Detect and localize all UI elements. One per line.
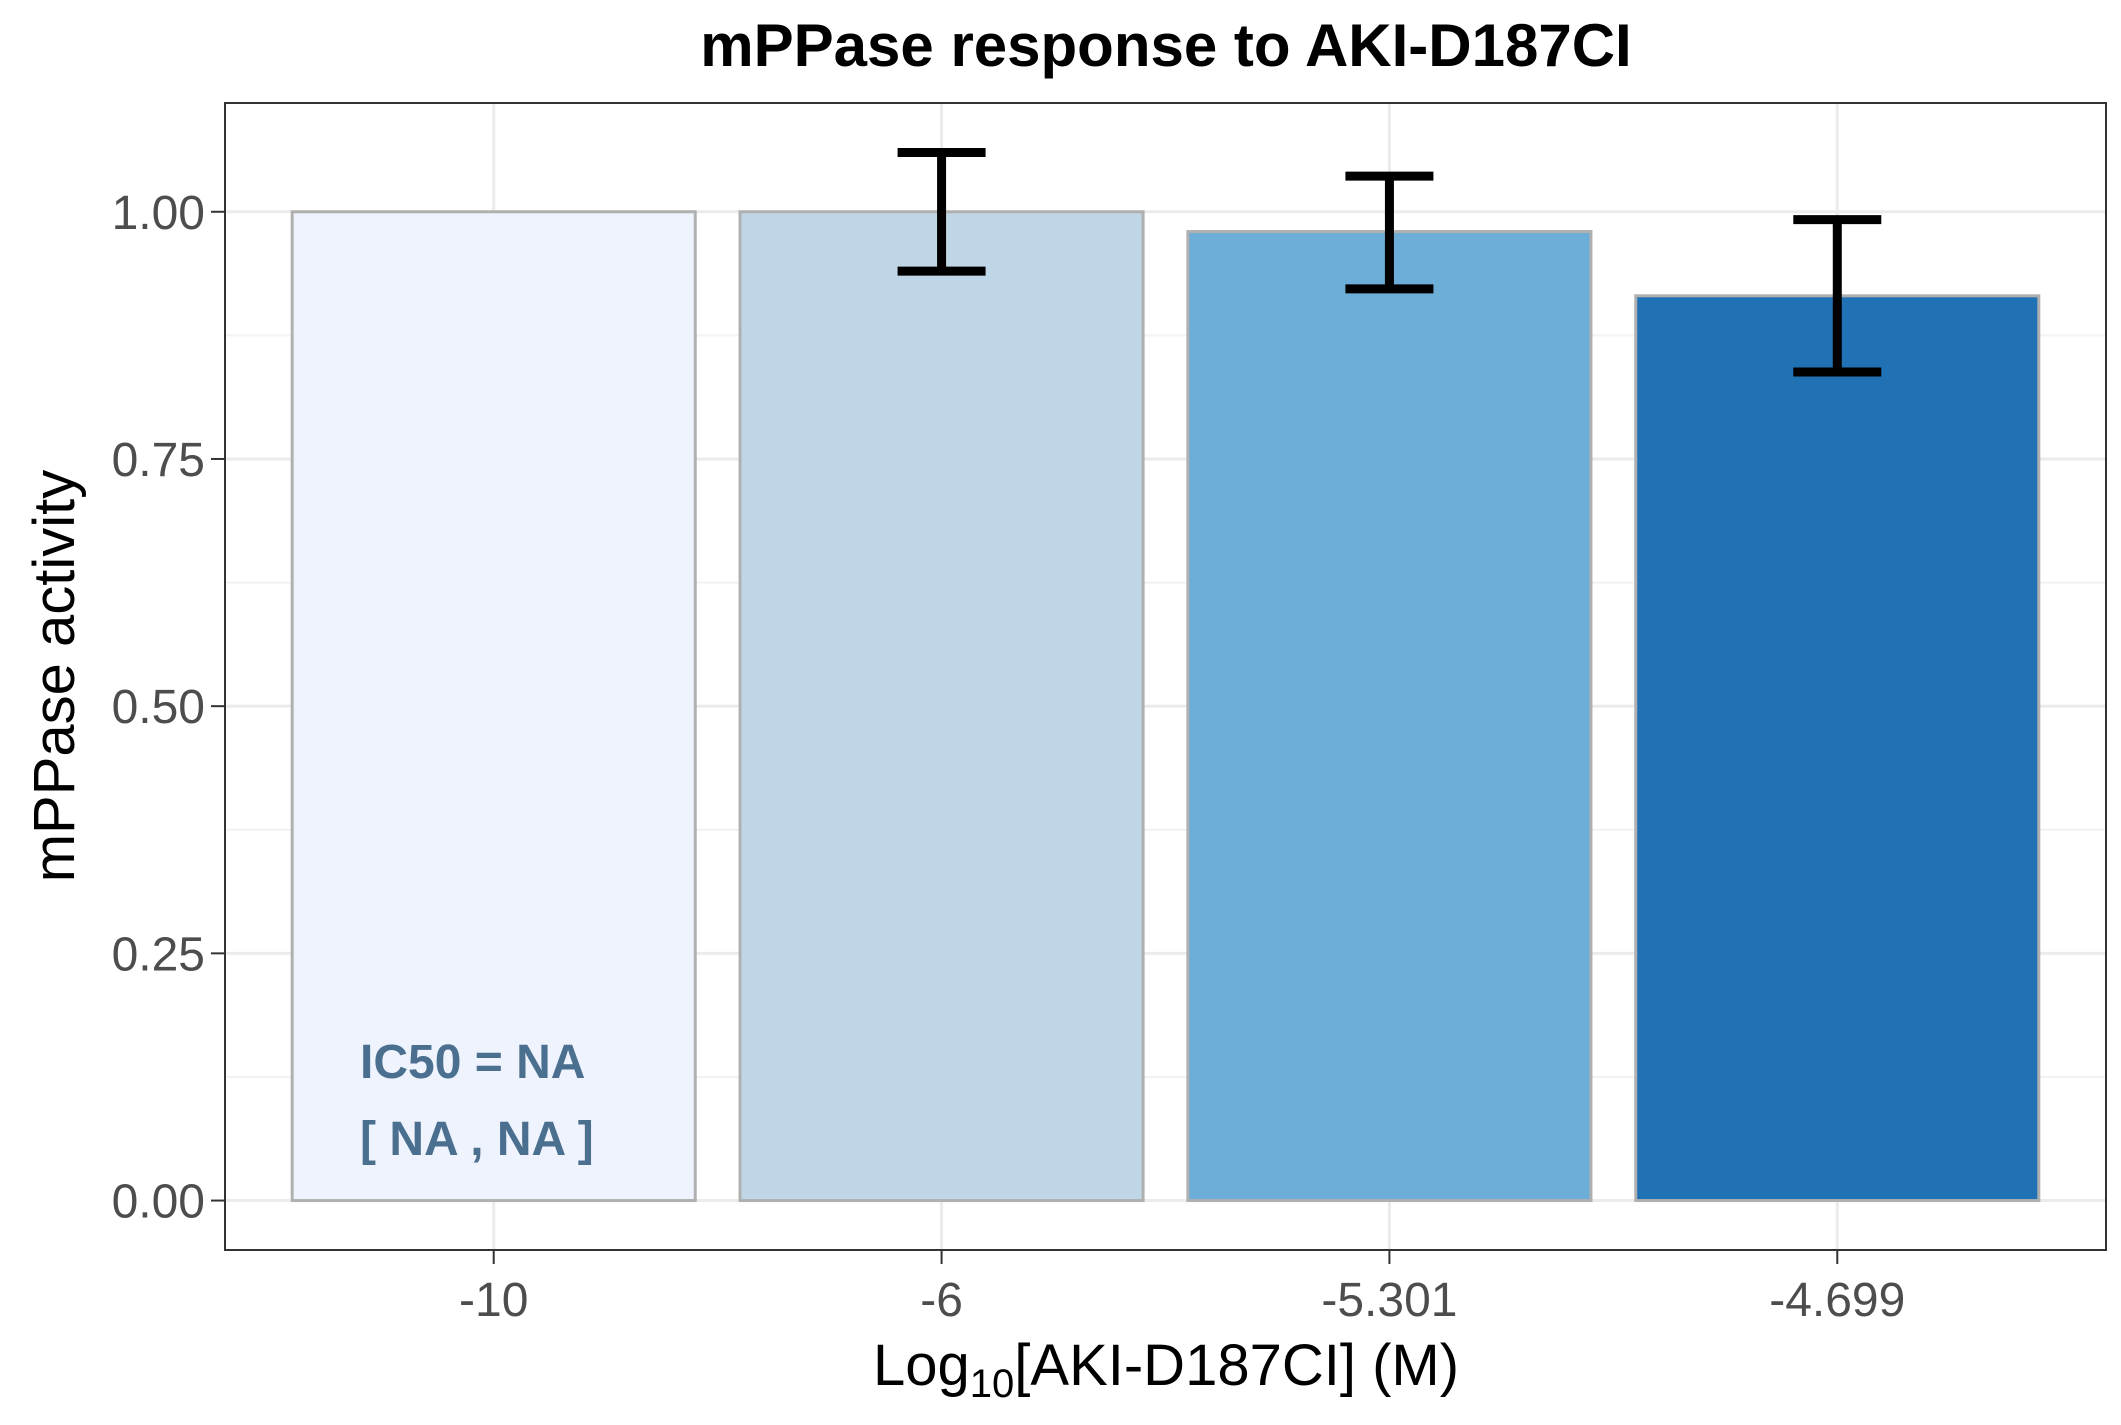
- bar: [738, 210, 1145, 1203]
- x-tick-label: -10: [459, 1274, 528, 1327]
- x-axis-title-suffix: [AKI-D187CI] (M): [1014, 1333, 1459, 1398]
- ic50-annotation: IC50 = NA: [360, 1036, 585, 1089]
- x-axis-title: Log10[AKI-D187CI] (M): [873, 1333, 1459, 1406]
- y-tick-label: 1.00: [112, 187, 205, 240]
- bar: [1186, 230, 1593, 1203]
- x-axis-title-subscript: 10: [970, 1362, 1015, 1406]
- x-tick-label: -4.699: [1769, 1274, 1905, 1327]
- error-bars: [897, 147, 1882, 377]
- x-axis-title-prefix: Log: [873, 1333, 970, 1398]
- x-axis: -10 -6 -5.301 -4.699: [459, 1250, 1905, 1327]
- bars: [290, 210, 2041, 1203]
- ic50-interval-annotation: [ NA , NA ]: [360, 1113, 594, 1166]
- y-tick-label: 0.00: [112, 1176, 205, 1229]
- x-tick-label: -5.301: [1321, 1274, 1457, 1327]
- chart-title: mPPase response to AKI-D187CI: [700, 12, 1631, 79]
- bar: [290, 210, 697, 1203]
- error-bar: [1793, 215, 1882, 377]
- y-axis: 0.00 0.25 0.50 0.75 1.00: [112, 187, 225, 1229]
- error-bar: [897, 147, 986, 276]
- y-axis-title: mPPase activity: [22, 470, 87, 883]
- y-tick-label: 0.25: [112, 928, 205, 981]
- y-tick-label: 0.75: [112, 434, 205, 487]
- error-bar: [1345, 171, 1434, 294]
- x-tick-label: -6: [920, 1274, 963, 1327]
- bar: [1634, 294, 2041, 1203]
- annotations: IC50 = NA [ NA , NA ]: [360, 1036, 594, 1166]
- y-tick-label: 0.50: [112, 681, 205, 734]
- plot-panel-border: [224, 102, 2107, 1251]
